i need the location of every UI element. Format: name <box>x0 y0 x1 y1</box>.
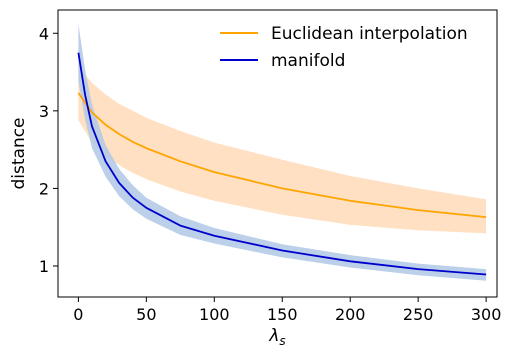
x-axis-label-main: λ <box>268 326 279 346</box>
y-tick-label: 1 <box>39 257 49 276</box>
series-lines <box>77 52 487 276</box>
x-tick-label: 100 <box>199 305 230 324</box>
legend-label-euclidean-interpolation: Euclidean interpolation <box>271 24 468 44</box>
y-tick-label: 2 <box>39 179 49 198</box>
x-tick-label: 150 <box>267 305 298 324</box>
x-axis-ticks: 0 50 100 150 200 250 300 <box>73 297 501 324</box>
y-axis-label: distance <box>9 117 29 189</box>
manifold-line <box>77 52 487 276</box>
plot-frame <box>57 9 498 298</box>
x-axis-label: λs <box>268 326 285 348</box>
euclidean-interpolation-band <box>78 66 487 234</box>
y-tick-label: 4 <box>39 24 49 43</box>
y-tick-label: 3 <box>39 102 49 121</box>
legend-label-manifold: manifold <box>271 51 345 71</box>
euclidean-interpolation-line <box>77 92 487 218</box>
x-tick-label: 50 <box>136 305 156 324</box>
confidence-bands <box>78 24 487 281</box>
x-tick-label: 200 <box>335 305 366 324</box>
x-axis-label-subscript: s <box>279 334 285 348</box>
y-axis-ticks: 1 2 3 4 <box>39 24 58 276</box>
x-tick-label: 300 <box>471 305 502 324</box>
x-tick-label: 0 <box>73 305 83 324</box>
legend: Euclidean interpolation manifold <box>220 24 468 71</box>
manifold-band <box>78 24 487 281</box>
x-tick-label: 250 <box>403 305 434 324</box>
